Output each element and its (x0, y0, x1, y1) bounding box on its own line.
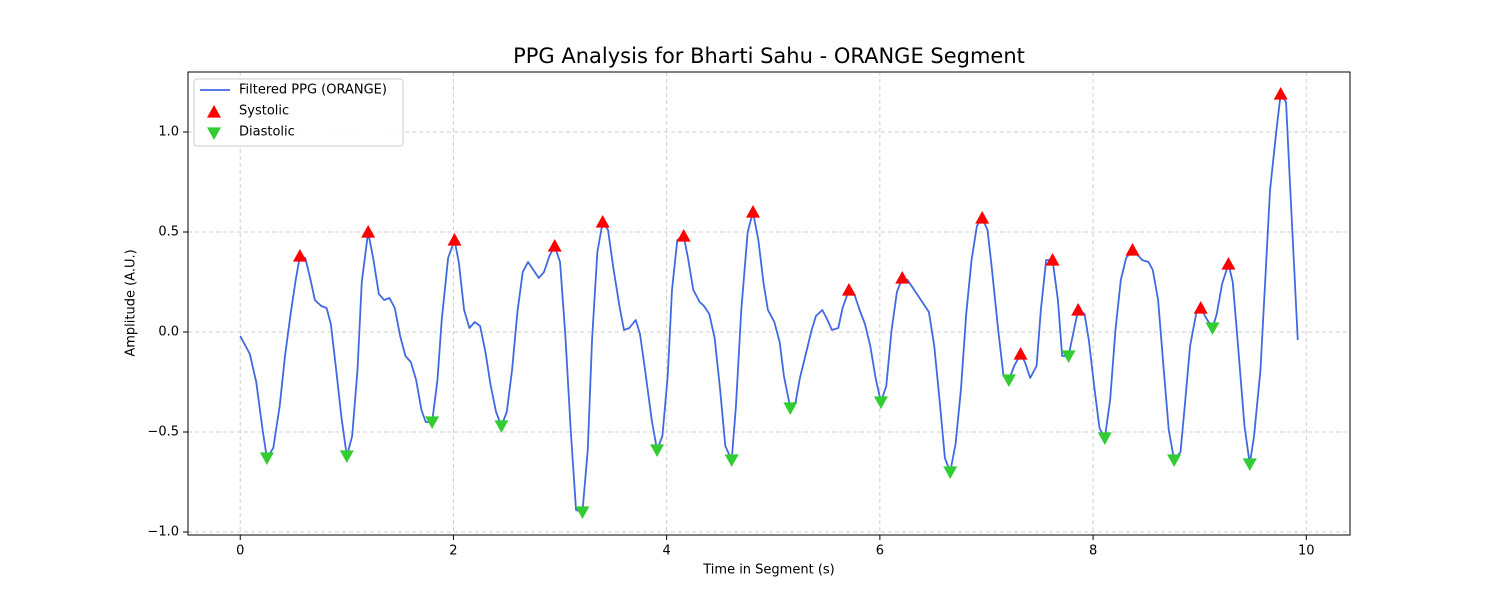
data-marker (650, 444, 665, 457)
x-axis-label: Time in Segment (s) (702, 563, 834, 578)
data-marker (783, 402, 798, 415)
data-marker (595, 215, 610, 228)
data-marker (361, 225, 376, 238)
plot-frame (187, 71, 1351, 536)
y-tick-label: 1.0 (158, 125, 179, 140)
data-marker (1221, 257, 1236, 270)
x-tick-label: 0 (236, 544, 244, 559)
x-tick-label: 6 (876, 544, 884, 559)
data-marker (1061, 350, 1076, 363)
y-tick-label: 0.0 (158, 325, 179, 340)
legend-label: Systolic (239, 104, 289, 119)
data-marker (1242, 458, 1257, 471)
data-marker (339, 450, 354, 463)
legend-swatch (207, 105, 221, 118)
data-marker (943, 466, 958, 479)
x-tick-label: 2 (449, 544, 457, 559)
x-tick-label: 4 (663, 544, 671, 559)
data-marker (746, 205, 761, 218)
legend-label: Filtered PPG (ORANGE) (239, 83, 387, 98)
data-marker (1097, 432, 1112, 445)
data-marker (447, 233, 462, 246)
data-marker (975, 211, 990, 224)
x-tick-label: 8 (1089, 544, 1097, 559)
data-marker (1045, 253, 1060, 266)
data-marker (259, 452, 274, 465)
data-marker (547, 239, 562, 252)
y-tick-label: −0.5 (147, 425, 179, 440)
data-marker (1167, 454, 1182, 467)
data-marker (292, 249, 307, 262)
y-tick-label: −1.0 (147, 525, 179, 540)
data-marker (1013, 347, 1028, 360)
legend-label: Diastolic (239, 125, 295, 140)
data-marker (1193, 301, 1208, 314)
legend-box (193, 78, 404, 147)
data-marker (575, 506, 590, 519)
data-marker (1125, 243, 1140, 256)
legend-swatch (207, 127, 221, 140)
data-line (239, 93, 1299, 513)
data-marker (1001, 374, 1016, 387)
y-axis-label: Amplitude (A.U.) (124, 249, 139, 356)
data-marker (425, 416, 440, 429)
data-marker (873, 396, 888, 409)
chart-title: PPG Analysis for Bharti Sahu - ORANGE Se… (513, 44, 1025, 68)
y-tick-label: 0.5 (158, 225, 179, 240)
data-marker (1071, 303, 1086, 316)
legend: Filtered PPG (ORANGE) Systolic Diastolic (193, 78, 404, 147)
data-marker (841, 283, 856, 296)
x-tick-label: 10 (1298, 544, 1315, 559)
data-marker (1205, 322, 1220, 335)
data-marker (724, 454, 739, 467)
data-marker (895, 271, 910, 284)
data-marker (494, 420, 509, 433)
data-marker (1273, 87, 1288, 100)
data-marker (676, 229, 691, 242)
